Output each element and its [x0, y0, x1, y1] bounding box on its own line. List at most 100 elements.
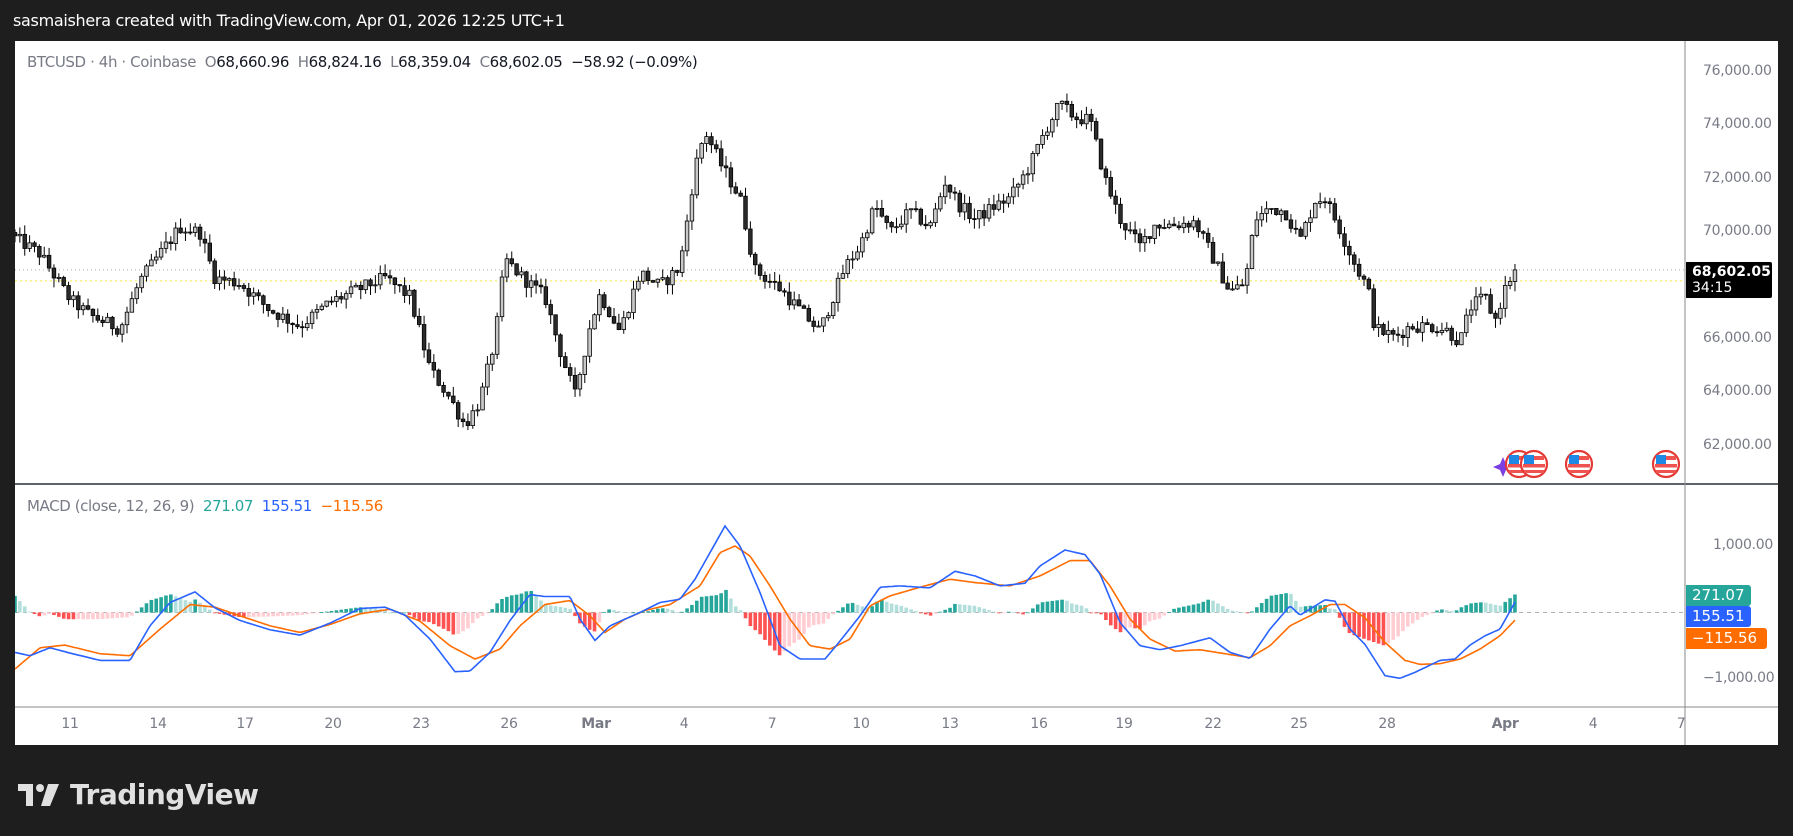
candle-down [777, 281, 782, 292]
candle-down [738, 192, 743, 197]
histogram-bar [246, 612, 251, 617]
candle-up [475, 409, 480, 412]
histogram-bar [266, 612, 271, 617]
candle-down [952, 191, 958, 194]
candle-down [611, 316, 617, 324]
histogram-bar [461, 612, 465, 632]
last-price-tag: 68,602.05 34:15 [1686, 262, 1772, 298]
histogram-bar [573, 612, 577, 617]
histogram-bar [539, 600, 543, 613]
macd-title[interactable]: MACD (close, 12, 26, 9) [27, 497, 195, 515]
candle-up [1420, 322, 1425, 333]
histogram-bar [183, 600, 188, 613]
candle-down [709, 136, 714, 146]
high-value: 68,824.16 [308, 53, 382, 71]
histogram-bar [363, 607, 368, 613]
candle-down [524, 271, 529, 288]
symbol-info[interactable]: BTCUSD · 4h · Coinbase [27, 53, 197, 71]
histogram-bar [563, 607, 568, 613]
histogram-bar [383, 609, 387, 613]
histogram-bar [159, 597, 163, 613]
us-flag-event-icon[interactable] [1519, 449, 1549, 479]
histogram-bar [845, 603, 850, 613]
candle-down [1201, 231, 1206, 234]
candle-down [1434, 331, 1440, 334]
candle-down [767, 280, 773, 283]
candle-down [1098, 138, 1104, 170]
candle-down [168, 241, 174, 244]
histogram-bar [923, 612, 928, 615]
candle-down [606, 307, 612, 317]
histogram-bar [227, 612, 232, 616]
histogram-bar [500, 599, 504, 613]
candle-down [972, 218, 977, 221]
histogram-bar [1498, 605, 1503, 613]
candle-down [1225, 282, 1230, 290]
candle-up [42, 254, 47, 258]
histogram-bar [1235, 611, 1240, 613]
candle-up [1498, 307, 1503, 319]
candle-up [504, 258, 510, 278]
histogram-bar [1201, 601, 1206, 613]
candle-up [353, 284, 359, 288]
histogram-bar [753, 612, 758, 631]
histogram-bar [66, 612, 71, 620]
candle-down [757, 264, 763, 276]
chart-canvas[interactable] [15, 41, 1778, 745]
histogram-bar [436, 612, 441, 627]
histogram-bar [875, 601, 879, 613]
candle-down [1429, 324, 1435, 333]
histogram-bar [587, 612, 592, 630]
candle-down [37, 246, 42, 258]
histogram-bar [1162, 612, 1167, 616]
us-flag-event-icon[interactable] [1651, 449, 1681, 479]
candle-up [1439, 329, 1445, 333]
candle-up [670, 270, 675, 286]
histogram-bar [943, 609, 947, 613]
candle-down [197, 226, 203, 240]
candle-up [519, 271, 524, 276]
histogram-bar [660, 608, 665, 613]
histogram-bar [1055, 600, 1059, 613]
candle-up [173, 227, 178, 244]
histogram-bar [315, 612, 319, 614]
macd-signal-value: −115.56 [320, 497, 384, 515]
histogram-bar [61, 612, 66, 619]
histogram-bar [490, 609, 495, 613]
histogram-bar [514, 594, 519, 613]
tradingview-logo[interactable]: TradingView [18, 778, 259, 811]
candle-up [1054, 103, 1060, 121]
histogram-bar [1167, 612, 1171, 613]
sparkle-icon [1493, 457, 1513, 477]
macd-axis-label: 1,000.00 [1713, 537, 1773, 553]
histogram-bar [1508, 598, 1512, 613]
candle-up [933, 208, 938, 224]
histogram-bar [1225, 609, 1230, 613]
candle-up [348, 286, 354, 295]
histogram-bar [977, 607, 982, 613]
time-axis-label: 26 [500, 716, 518, 732]
histogram-bar [193, 599, 197, 613]
chart-container[interactable]: BTCUSD · 4h · Coinbase O68,660.96 H68,82… [15, 41, 1778, 745]
candle-up [1279, 210, 1284, 216]
candle-down [533, 280, 539, 286]
candle-up [1235, 284, 1240, 290]
histogram-bar [368, 608, 373, 613]
candle-up [942, 184, 948, 198]
candle-down [1454, 340, 1459, 346]
candle-up [874, 208, 880, 210]
candle-down [15, 232, 18, 237]
histogram-bar [1367, 612, 1371, 641]
candle-up [1376, 324, 1381, 329]
histogram-bar [1449, 610, 1454, 613]
time-axis-label: 19 [1115, 716, 1133, 732]
candle-down [967, 202, 972, 220]
histogram-bar [1410, 612, 1415, 624]
us-flag-event-icon[interactable] [1564, 449, 1594, 479]
candle-down [1425, 322, 1430, 326]
candle-down [266, 304, 271, 311]
histogram-bar [641, 612, 646, 613]
histogram-bar [612, 610, 616, 613]
candle-up [480, 386, 485, 411]
candle-down [392, 277, 398, 285]
